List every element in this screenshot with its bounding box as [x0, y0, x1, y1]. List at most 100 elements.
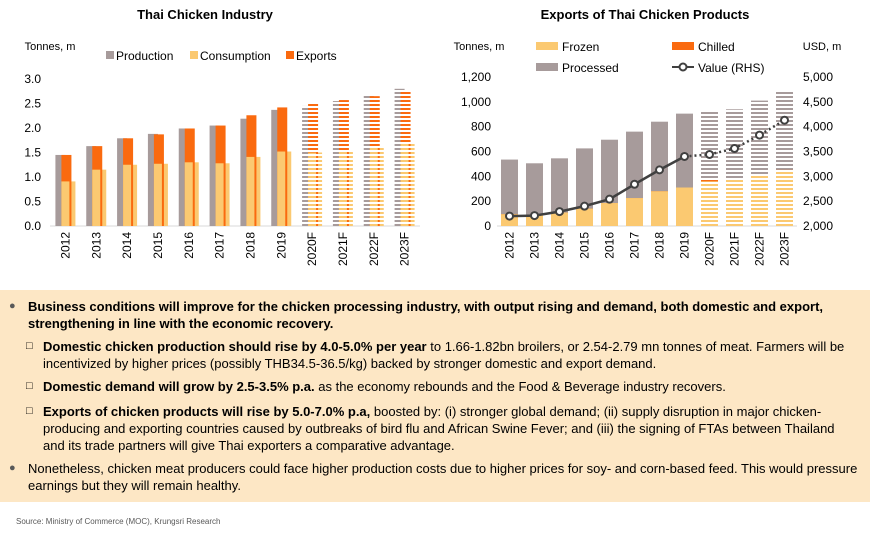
chart1-bar-production	[178, 128, 189, 226]
chart1-bar-consumption	[400, 142, 409, 226]
chart1-x-tick-label: 2019	[274, 232, 288, 259]
chart1-bar-consumption	[246, 156, 255, 226]
chart1-bar-production	[332, 101, 343, 226]
chart2-value-point	[605, 194, 614, 204]
chart2-y-axis-label: Tonnes, m	[454, 41, 505, 53]
chart2-legend-swatch	[536, 42, 558, 50]
chart2-value-point	[780, 115, 789, 125]
chart2-bar-frozen	[576, 208, 593, 226]
chart1-bar-consumption	[92, 169, 101, 226]
chart2-y-tick-right-label: 3,000	[803, 169, 833, 183]
chart2-value-point	[705, 149, 714, 159]
chart1-x-tick-label: 2015	[151, 232, 165, 259]
bullet-dot-icon: ●	[9, 300, 16, 312]
chart1-bar-consumption	[277, 151, 286, 226]
chart2-x-tick-label: 2013	[528, 232, 542, 259]
chart2-x-tick-label: 2019	[678, 232, 692, 259]
chart2-value-point	[630, 179, 639, 189]
chart2-value-point	[530, 211, 539, 221]
chart2-legend-swatch	[672, 42, 694, 50]
chart1-bar-production	[271, 109, 282, 226]
chart2-legend-label: Frozen	[562, 40, 599, 54]
chart2-value-point	[505, 211, 514, 221]
chart2-y-tick-label: 1,200	[461, 70, 491, 84]
chart1-bar-consumption	[184, 162, 193, 226]
chart1-bar-consumption	[153, 163, 162, 226]
bullet-sub-3-text: boosted by: (i) stronger global demand; …	[43, 404, 835, 453]
chart2-x-tick-label: 2022F	[753, 232, 767, 266]
chart2-x-tick-label: 2017	[628, 232, 642, 259]
chart2-bar-frozen	[551, 212, 568, 226]
bullet-main-1: ● Business conditions will improve for t…	[9, 298, 860, 332]
chart1-x-tick-label: 2014	[120, 232, 134, 259]
chart2-x-tick-label: 2016	[603, 232, 617, 259]
bullet-main-2-text: Nonetheless, chicken meat producers coul…	[28, 461, 858, 493]
chart1-title: Thai Chicken Industry	[137, 7, 273, 22]
chart2-value-point	[555, 207, 564, 217]
chart2-bar-frozen	[726, 179, 743, 226]
chart2-x-tick-label: 2014	[553, 232, 567, 259]
bullet-sub-3: □ Exports of chicken products will rise …	[26, 403, 858, 454]
chart1-y-tick-label: 1.0	[24, 170, 41, 184]
bullet-square-icon: □	[26, 405, 33, 417]
chart2-legend-marker	[678, 62, 688, 72]
bullet-main-2: ● Nonetheless, chicken meat producers co…	[9, 460, 860, 494]
chart1-y-axis-label: Tonnes, m	[25, 41, 76, 53]
outlook-panel: ● Business conditions will improve for t…	[0, 290, 870, 502]
bullet-square-icon: □	[26, 340, 33, 352]
chart2-legend-label: Value (RHS)	[698, 61, 764, 75]
bullet-sub-2-bold: Domestic demand will grow by 2.5-3.5% p.…	[43, 379, 315, 394]
chart1-bar-production	[394, 88, 405, 226]
chart2-value-point	[655, 165, 664, 175]
chart2-x-tick-label: 2021F	[728, 232, 742, 266]
chart1-bar-production	[117, 138, 128, 226]
chart1-y-tick-label: 3.0	[24, 72, 41, 86]
chart2-bar-processed	[551, 158, 568, 226]
bullet-sub-2: □ Domestic demand will grow by 2.5-3.5% …	[26, 378, 858, 395]
chart-thai-chicken-industry: Tonnes, m 0.0 0.5 1.0 1.5 2.0 2.5 3.0 Production…	[24, 41, 420, 266]
chart1-bar-production	[363, 95, 374, 226]
chart2-bar-frozen	[651, 191, 668, 226]
chart2-y-tick-label: 600	[471, 145, 491, 159]
chart1-y-tick-label: 0.5	[24, 195, 41, 209]
chart1-bar-consumption	[123, 164, 132, 226]
chart1-legend-swatch	[106, 51, 114, 59]
chart2-y-tick-right-label: 4,500	[803, 95, 833, 109]
chart2-bar-frozen	[626, 198, 643, 226]
chart1-legend-label: Production	[116, 49, 173, 63]
chart2-y-tick-label: 200	[471, 194, 491, 208]
bullet-sub-1-bold: Domestic chicken production should rise …	[43, 339, 427, 354]
chart1-bar-production	[209, 125, 220, 226]
chart1-x-tick-label: 2013	[89, 232, 103, 259]
chart1-bar-consumption	[215, 163, 224, 226]
chart2-x-tick-label: 2015	[578, 232, 592, 259]
bullet-dot-icon: ●	[9, 462, 16, 474]
chart2-value-point	[755, 130, 764, 140]
chart2-value-point	[680, 151, 689, 161]
source-note: Source: Ministry of Commerce (MOC), Krun…	[16, 517, 221, 526]
chart1-legend-swatch	[286, 51, 294, 59]
chart1-y-tick-label: 0.0	[24, 219, 41, 233]
chart2-bar-frozen	[676, 187, 693, 226]
chart-exports-thai-chicken: Tonnes, m USD, m 0 200 400 600 800 1,000 1,200 2,…	[454, 40, 842, 266]
chart1-x-tick-label: 2022F	[367, 232, 381, 266]
bullet-sub-1-text: to 1.66-1.82bn broilers, or 2.54-2.79 mn…	[43, 339, 845, 371]
chart2-bar-processed	[501, 159, 518, 226]
chart1-bar-production	[86, 146, 97, 226]
chart2-x-tick-label: 2018	[653, 232, 667, 259]
chart1-bar-consumption	[338, 150, 347, 226]
chart2-legend-swatch	[536, 63, 558, 71]
chart1-x-tick-label: 2023F	[398, 232, 412, 266]
chart1-bar-production	[147, 133, 158, 226]
chart1-y-tick-label: 1.5	[24, 146, 41, 160]
chart2-y-tick-right-label: 4,000	[803, 120, 833, 134]
chart2-bar-frozen	[751, 175, 768, 226]
chart1-y-tick-label: 2.0	[24, 121, 41, 135]
bullet-sub-3-bold: Exports of chicken products will rise by…	[43, 404, 371, 419]
chart1-legend-label: Exports	[296, 49, 337, 63]
chart2-bar-frozen	[526, 215, 543, 226]
chart1-bar-consumption	[308, 152, 317, 226]
chart2-y-tick-label: 1,000	[461, 95, 491, 109]
chart2-y-tick-right-label: 2,000	[803, 219, 833, 233]
chart2-legend-label: Chilled	[698, 40, 735, 54]
